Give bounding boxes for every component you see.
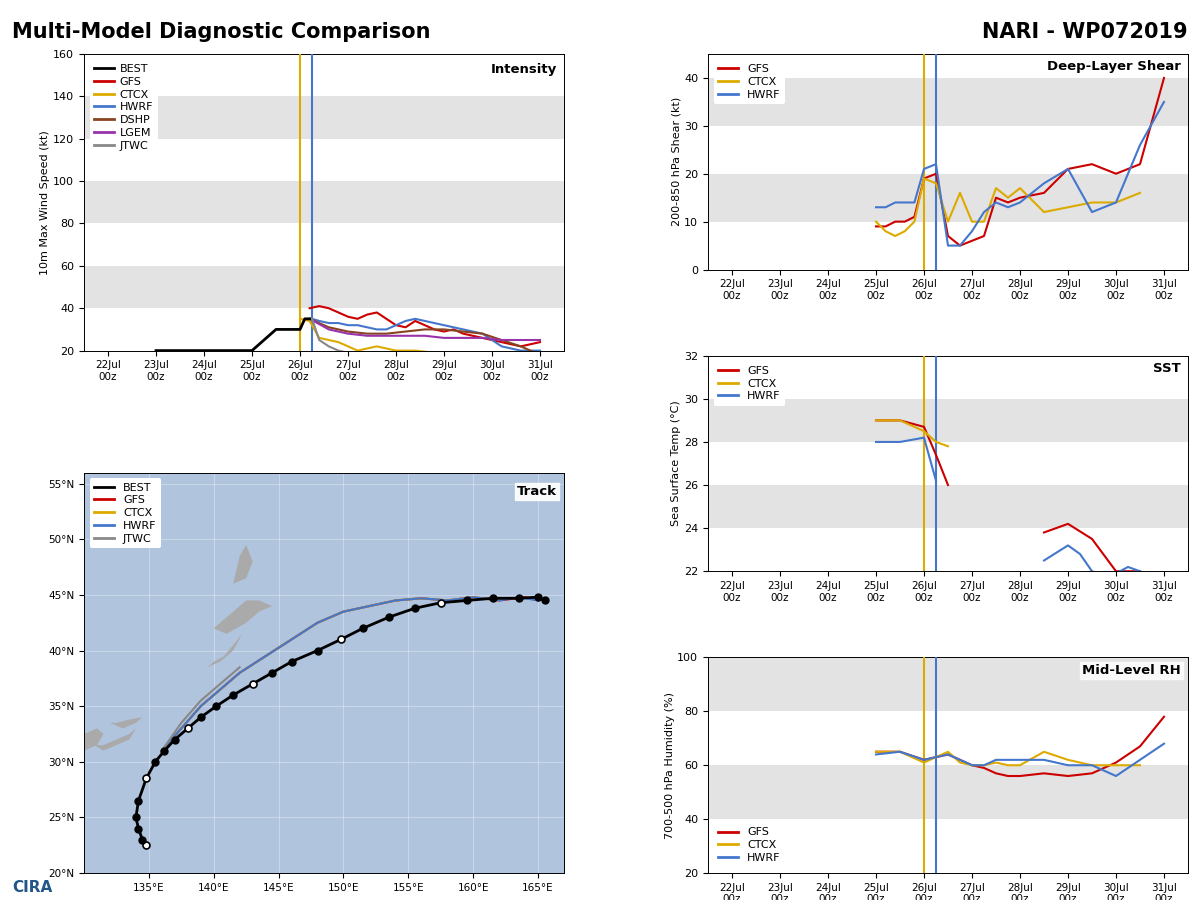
Text: SST: SST: [1153, 362, 1181, 375]
Bar: [708, 485, 1188, 528]
Text: Track: Track: [517, 484, 557, 498]
Legend: BEST, GFS, CTCX, HWRF, JTWC: BEST, GFS, CTCX, HWRF, JTWC: [90, 478, 161, 548]
Bar: [84, 266, 564, 308]
Legend: GFS, CTCX, HWRF: GFS, CTCX, HWRF: [714, 59, 785, 104]
Y-axis label: 10m Max Wind Speed (kt): 10m Max Wind Speed (kt): [41, 130, 50, 274]
Legend: BEST, GFS, CTCX, HWRF, DSHP, LGEM, JTWC: BEST, GFS, CTCX, HWRF, DSHP, LGEM, JTWC: [90, 59, 157, 155]
Bar: [708, 78, 1188, 126]
Text: Deep-Layer Shear: Deep-Layer Shear: [1046, 60, 1181, 74]
Bar: [708, 174, 1188, 221]
Bar: [84, 181, 564, 223]
Polygon shape: [214, 600, 278, 634]
Polygon shape: [95, 634, 242, 751]
Text: CIRA: CIRA: [12, 880, 53, 896]
Y-axis label: 700-500 hPa Humidity (%): 700-500 hPa Humidity (%): [665, 692, 674, 839]
Text: Multi-Model Diagnostic Comparison: Multi-Model Diagnostic Comparison: [12, 22, 431, 42]
Legend: GFS, CTCX, HWRF: GFS, CTCX, HWRF: [714, 823, 785, 868]
Polygon shape: [110, 717, 143, 728]
Bar: [84, 96, 564, 139]
Legend: GFS, CTCX, HWRF: GFS, CTCX, HWRF: [714, 361, 785, 406]
Text: Intensity: Intensity: [491, 63, 557, 76]
Text: NARI - WP072019: NARI - WP072019: [983, 22, 1188, 42]
Y-axis label: Sea Surface Temp (°C): Sea Surface Temp (°C): [671, 400, 682, 526]
Bar: [708, 658, 1188, 711]
Bar: [708, 399, 1188, 442]
Y-axis label: 200-850 hPa Shear (kt): 200-850 hPa Shear (kt): [671, 97, 682, 227]
Polygon shape: [78, 728, 103, 751]
Bar: [708, 765, 1188, 819]
Polygon shape: [233, 544, 253, 584]
Polygon shape: [25, 656, 78, 717]
Text: Mid-Level RH: Mid-Level RH: [1082, 664, 1181, 677]
